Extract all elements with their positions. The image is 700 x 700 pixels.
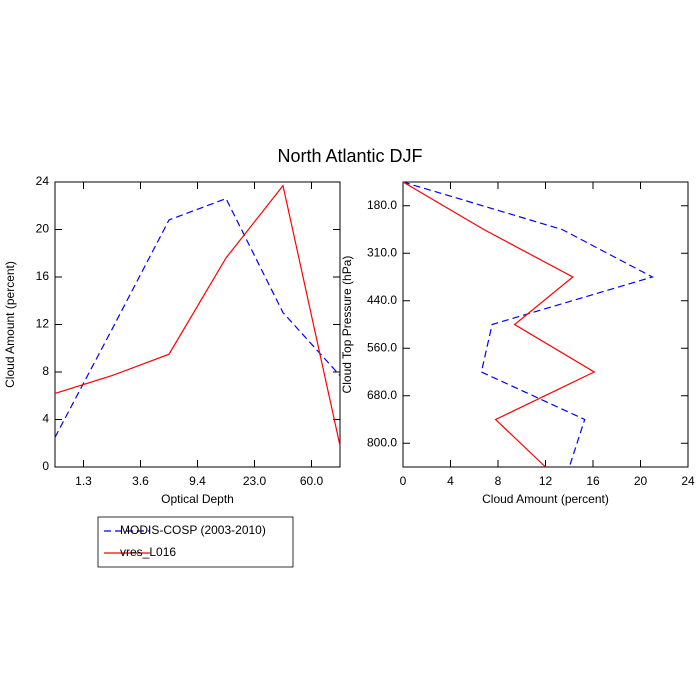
- x-tick-label: 24: [681, 474, 695, 488]
- legend-box: [97, 516, 294, 568]
- y-tick-label: 20: [36, 222, 50, 236]
- y-tick-label: 440.0: [367, 293, 397, 307]
- series-line: [54, 184, 341, 446]
- x-tick-label: 23.0: [243, 474, 267, 488]
- x-tick-label: 12: [539, 474, 553, 488]
- x-axis-label: Optical Depth: [161, 492, 234, 506]
- legend-label: MODIS-COSP (2003-2010): [120, 523, 266, 537]
- y-tick-label: 4: [42, 412, 49, 426]
- y-tick-label: 560.0: [367, 340, 397, 354]
- y-tick-label: 800.0: [367, 435, 397, 449]
- x-tick-label: 3.6: [132, 474, 149, 488]
- x-tick-label: 9.4: [189, 474, 206, 488]
- x-tick-label: 60.0: [300, 474, 324, 488]
- x-tick-label: 8: [495, 474, 502, 488]
- y-tick-label: 180.0: [367, 198, 397, 212]
- y-axis-label: Cloud Top Pressure (hPa): [340, 256, 354, 394]
- x-tick-label: 20: [634, 474, 648, 488]
- legend-label: vres_L016: [120, 545, 176, 559]
- series-line: [402, 181, 596, 468]
- y-tick-label: 16: [36, 269, 50, 283]
- y-tick-label: 310.0: [367, 245, 397, 259]
- x-tick-label: 1.3: [75, 474, 92, 488]
- x-tick-label: 16: [586, 474, 600, 488]
- y-tick-label: 680.0: [367, 388, 397, 402]
- chart-title: North Atlantic DJF: [277, 146, 422, 166]
- series-line: [54, 197, 341, 438]
- x-tick-label: 0: [400, 474, 407, 488]
- y-tick-label: 12: [36, 317, 50, 331]
- y-tick-label: 0: [42, 459, 49, 473]
- y-tick-label: 24: [36, 174, 50, 188]
- y-tick-label: 8: [42, 364, 49, 378]
- y-axis-label: Cloud Amount (percent): [3, 261, 17, 388]
- x-axis-label: Cloud Amount (percent): [482, 492, 609, 506]
- x-tick-label: 4: [447, 474, 454, 488]
- series-line: [402, 181, 654, 468]
